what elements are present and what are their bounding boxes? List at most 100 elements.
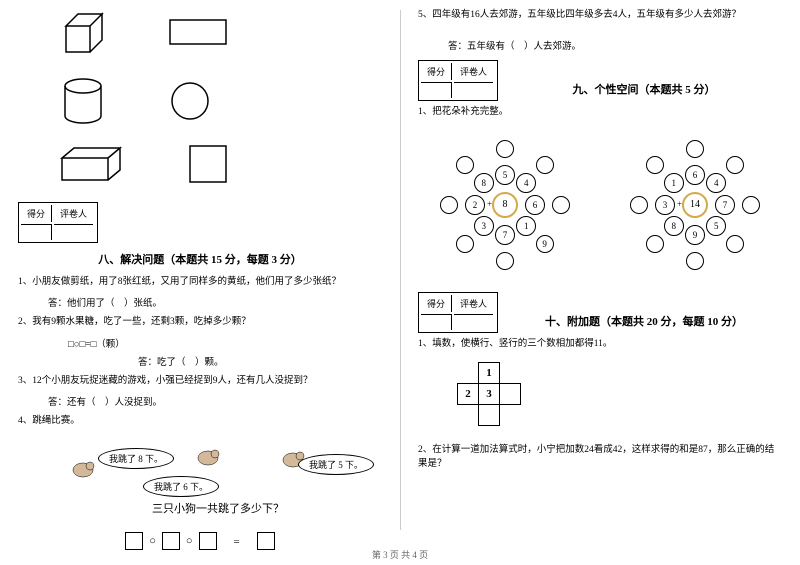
petal-outer: [742, 196, 760, 214]
petal-inner: 8: [474, 173, 494, 193]
a8-2: 答：吃了（ ）颗。: [138, 354, 382, 368]
score-blank: [421, 82, 452, 98]
circle-icon: [168, 79, 212, 123]
flower-center: 8: [492, 192, 518, 218]
score-label: 得分: [421, 295, 452, 312]
jump-scene: 我跳了 8 下。 我跳了 6 下。 我跳了 5 下。 三只小狗一共跳了多少下？: [48, 436, 382, 526]
petal-outer: [496, 252, 514, 270]
section-8-title: 八、解决问题（本题共 15 分，每题 3 分）: [18, 251, 382, 267]
petal-inner: 9: [685, 225, 705, 245]
score-row-8: 得分评卷人: [18, 202, 382, 247]
score-blank: [421, 314, 452, 330]
square-icon: [188, 144, 228, 184]
cross-top: 1: [478, 362, 500, 384]
a8-5: 答：五年级有（ ）人去郊游。: [448, 38, 782, 52]
score-box-10: 得分评卷人: [418, 292, 498, 333]
shapes-area: [18, 8, 382, 184]
plus-icon: +: [487, 199, 492, 209]
petal-outer: [456, 156, 474, 174]
petal-outer: [726, 235, 744, 253]
left-column: 得分评卷人 八、解决问题（本题共 15 分，每题 3 分） 1、小朋友做剪纸，用…: [0, 0, 400, 540]
q8-4: 4、跳绳比赛。: [18, 414, 382, 428]
q8-2-sub: □○□=□（颗）: [68, 336, 382, 350]
page-footer: 第 3 页 共 4 页: [0, 548, 800, 561]
shape-row-3: [58, 144, 382, 184]
petal-inner: 2: [465, 195, 485, 215]
cross-left: 2: [457, 383, 479, 405]
petal-inner: 8: [664, 216, 684, 236]
cross-center: 3: [478, 383, 500, 405]
petal-inner: 3: [474, 216, 494, 236]
petal-inner: 4: [516, 173, 536, 193]
q10-1: 1、填数，使横行、竖行的三个数相加都得11。: [418, 337, 782, 351]
reviewer-label: 评卷人: [454, 63, 493, 80]
petal-inner: 4: [706, 173, 726, 193]
q9-1: 1、把花朵补充完整。: [418, 105, 782, 119]
bubble-3: 我跳了 5 下。: [298, 454, 374, 475]
petal-outer: [686, 140, 704, 158]
petal-outer: [536, 156, 554, 174]
score-row-9: 得分评卷人 九、个性空间（本题共 5 分）: [418, 60, 782, 105]
reviewer-blank: [54, 224, 93, 240]
shape-row-2: [58, 76, 382, 126]
q8-3: 3、12个小朋友玩捉迷藏的游戏，小强已经捉到9人，还有几人没捉到？: [18, 374, 382, 388]
flower-center: 14: [682, 192, 708, 218]
reviewer-blank: [454, 82, 493, 98]
petal-inner: 7: [715, 195, 735, 215]
cross-puzzle: 1 23: [458, 363, 521, 426]
bubble-2: 我跳了 6 下。: [143, 476, 219, 497]
shape-row-1: [58, 8, 382, 58]
q10-2: 2、在计算一道加法算式时，小宁把加数24看成42，这样求得的和是87，那么正确的…: [418, 443, 782, 472]
petal-outer: [456, 235, 474, 253]
reviewer-blank: [454, 314, 493, 330]
page: 得分评卷人 八、解决问题（本题共 15 分，每题 3 分） 1、小朋友做剪纸，用…: [0, 0, 800, 540]
score-box-8: 得分评卷人: [18, 202, 98, 243]
cuboid-icon: [58, 144, 128, 184]
petal-outer: [646, 156, 664, 174]
op-circle: ○: [186, 535, 193, 547]
petal-inner: 6: [525, 195, 545, 215]
dog-icon-2: [193, 444, 223, 470]
petal-outer: [440, 196, 458, 214]
plus-icon: +: [677, 199, 682, 209]
score-box-9: 得分评卷人: [418, 60, 498, 101]
petal-inner: 1: [664, 173, 684, 193]
a8-1: 答：他们用了（ ）张纸。: [48, 295, 382, 309]
petal-outer: [552, 196, 570, 214]
petal-outer: [686, 252, 704, 270]
jump-question: 三只小狗一共跳了多少下？: [108, 500, 328, 516]
petal-inner: 6: [685, 165, 705, 185]
section-10-title: 十、附加题（本题共 20 分，每题 10 分）: [506, 313, 782, 329]
cube-icon: [58, 8, 108, 58]
q8-2: 2、我有9颗水果糖，吃了一些，还剩3颗，吃掉多少颗？: [18, 315, 382, 329]
petal-outer: [726, 156, 744, 174]
reviewer-label: 评卷人: [454, 295, 493, 312]
right-column: 5、四年级有16人去郊游，五年级比四年级多去4人，五年级有多少人去郊游？ 答：五…: [400, 0, 800, 540]
flower-2: 14+64759831: [620, 130, 770, 280]
petal-inner: 5: [495, 165, 515, 185]
petal-outer: [496, 140, 514, 158]
reviewer-label: 评卷人: [54, 205, 93, 222]
cross-right: [499, 383, 521, 405]
section-9-title: 九、个性空间（本题共 5 分）: [506, 81, 782, 97]
dog-icon-1: [68, 456, 98, 482]
score-row-10: 得分评卷人 十、附加题（本题共 20 分，每题 10 分）: [418, 292, 782, 337]
petal-inner: 7: [495, 225, 515, 245]
q8-1: 1、小朋友做剪纸，用了8张红纸，又用了同样多的黄纸，他们用了多少张纸？: [18, 275, 382, 289]
petal-inner: 1: [516, 216, 536, 236]
q8-5: 5、四年级有16人去郊游，五年级比四年级多去4人，五年级有多少人去郊游？: [418, 8, 782, 22]
bubble-1: 我跳了 8 下。: [98, 448, 174, 469]
petal-outer: [646, 235, 664, 253]
equals: =: [223, 533, 251, 549]
petal-outer: [630, 196, 648, 214]
petal-inner: 3: [655, 195, 675, 215]
op-circle: ○: [149, 535, 156, 547]
score-blank: [21, 224, 52, 240]
cross-bottom: [478, 404, 500, 426]
a8-3: 答：还有（ ）人没捉到。: [48, 394, 382, 408]
flower-1: 8+546197328: [430, 130, 580, 280]
petal-outer: 9: [536, 235, 554, 253]
cylinder-icon: [58, 76, 108, 126]
rectangle-icon: [168, 18, 228, 48]
petal-inner: 5: [706, 216, 726, 236]
